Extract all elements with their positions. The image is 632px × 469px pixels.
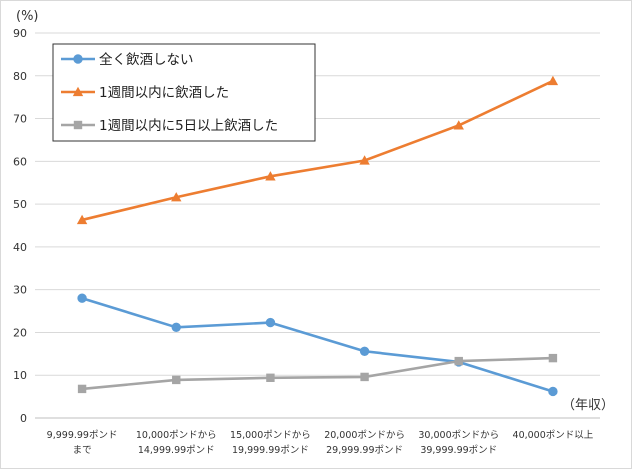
series-2: [76, 75, 559, 225]
x-tick-label: 15,000ポンドから: [230, 430, 311, 441]
x-tick-label: 40,000ポンド以上: [513, 430, 594, 441]
y-tick-label: 30: [13, 284, 27, 297]
legend: 全く飲酒しない 1週間以内に飲酒した 1週間以内に5日以上飲酒した: [52, 43, 316, 142]
gridlines: [35, 32, 600, 376]
data-point: [77, 384, 87, 394]
y-tick-label: 50: [13, 198, 27, 211]
legend-box: [52, 43, 316, 142]
x-tick-label: 14,999.99ポンド: [138, 445, 215, 456]
legend-swatch-marker: [73, 54, 83, 64]
series-line: [81, 79, 554, 222]
data-point: [171, 322, 181, 333]
y-tick-label: 40: [13, 241, 27, 254]
data-point: [76, 214, 88, 225]
y-tick-label: 90: [13, 27, 27, 40]
data-point: [266, 373, 275, 382]
x-tick-label: 20,000ポンドから: [324, 430, 405, 441]
series-3: [77, 353, 558, 394]
data-point: [265, 171, 276, 181]
y-axis: 0 10 20 30 40 50 60 70 80 90: [13, 27, 27, 425]
legend-swatch-marker: [72, 86, 84, 97]
x-tick-label: 39,999.99ポンド: [420, 445, 497, 456]
y-tick-label: 80: [13, 70, 27, 83]
series-line: [81, 296, 554, 393]
x-tick-label: まで: [73, 445, 92, 456]
y-unit-label: (%): [16, 9, 39, 24]
x-tick-label: 30,000ポンドから: [418, 430, 499, 441]
legend-swatch-marker: [73, 120, 83, 130]
data-point: [265, 317, 276, 328]
y-tick-label: 0: [20, 412, 27, 425]
legend-label: 全く飲酒しない: [99, 51, 194, 68]
legend-label: 1週間以内に飲酒した: [99, 85, 229, 101]
data-point: [454, 356, 463, 366]
data-point: [548, 386, 558, 397]
legend-item: 全く飲酒しない: [61, 51, 194, 68]
data-point: [359, 346, 370, 356]
series-line: [81, 356, 553, 391]
series-group: [76, 75, 559, 397]
y-tick-label: 10: [13, 369, 27, 382]
y-tick-label: 70: [13, 113, 27, 126]
data-point: [171, 192, 182, 202]
y-tick-label: 20: [13, 326, 27, 339]
data-point: [453, 120, 464, 130]
x-unit-label: （年収）: [562, 398, 614, 413]
x-tick-label: 9,999.99ポンド: [47, 430, 118, 441]
legend-item: 1週間以内に飲酒した: [61, 85, 229, 101]
data-point: [360, 372, 369, 382]
x-tick-label: 10,000ポンドから: [136, 430, 217, 441]
x-tick-label: 29,999.99ポンド: [326, 445, 403, 456]
data-point: [547, 75, 559, 86]
x-tick-label: 19,999.99ポンド: [232, 445, 309, 456]
legend-item: 1週間以内に5日以上飲酒した: [61, 118, 278, 134]
data-point: [77, 293, 87, 303]
y-tick-label: 60: [13, 155, 27, 168]
data-point: [172, 375, 181, 385]
data-point: [359, 155, 370, 165]
data-point: [548, 353, 558, 363]
legend-label: 1週間以内に5日以上飲酒した: [99, 118, 278, 134]
